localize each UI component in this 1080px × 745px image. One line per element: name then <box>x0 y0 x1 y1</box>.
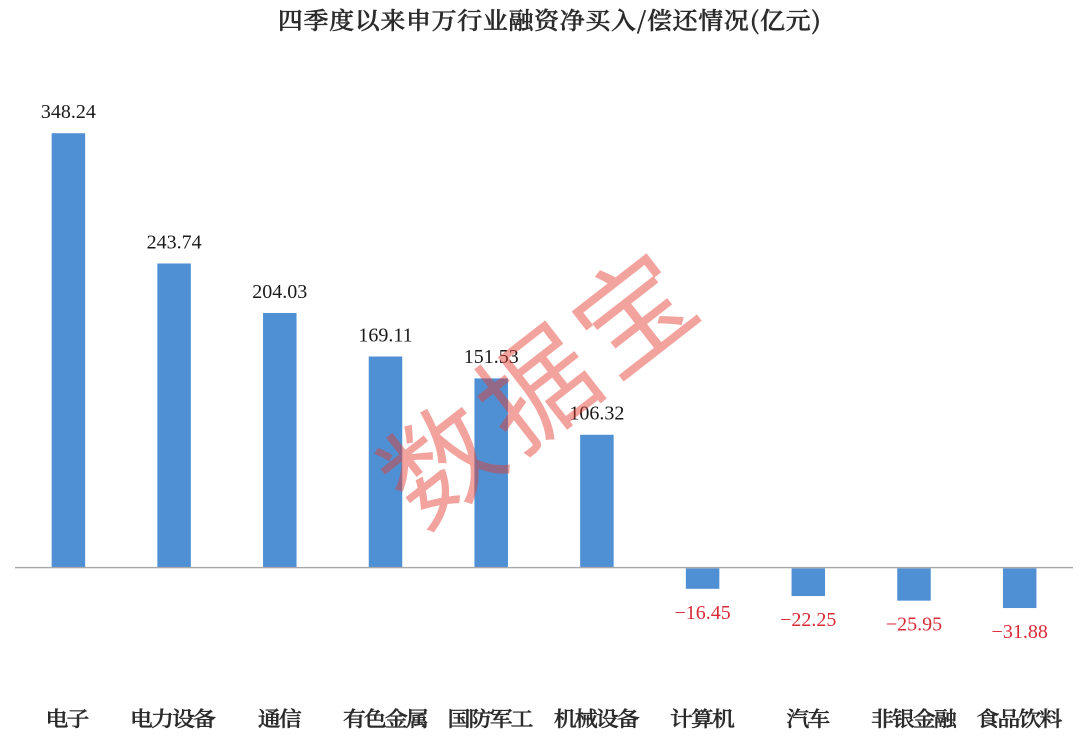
svg-text:−31.88: −31.88 <box>992 621 1048 643</box>
svg-text:204.03: 204.03 <box>252 281 307 303</box>
svg-text:−25.95: −25.95 <box>886 614 942 636</box>
svg-text:169.11: 169.11 <box>358 324 412 346</box>
svg-text:348.24: 348.24 <box>41 101 96 123</box>
svg-text:106.32: 106.32 <box>569 403 624 425</box>
svg-text:−22.25: −22.25 <box>780 609 836 631</box>
svg-text:243.74: 243.74 <box>147 231 202 253</box>
svg-text:−16.45: −16.45 <box>674 602 730 624</box>
svg-text:151.53: 151.53 <box>464 346 519 368</box>
